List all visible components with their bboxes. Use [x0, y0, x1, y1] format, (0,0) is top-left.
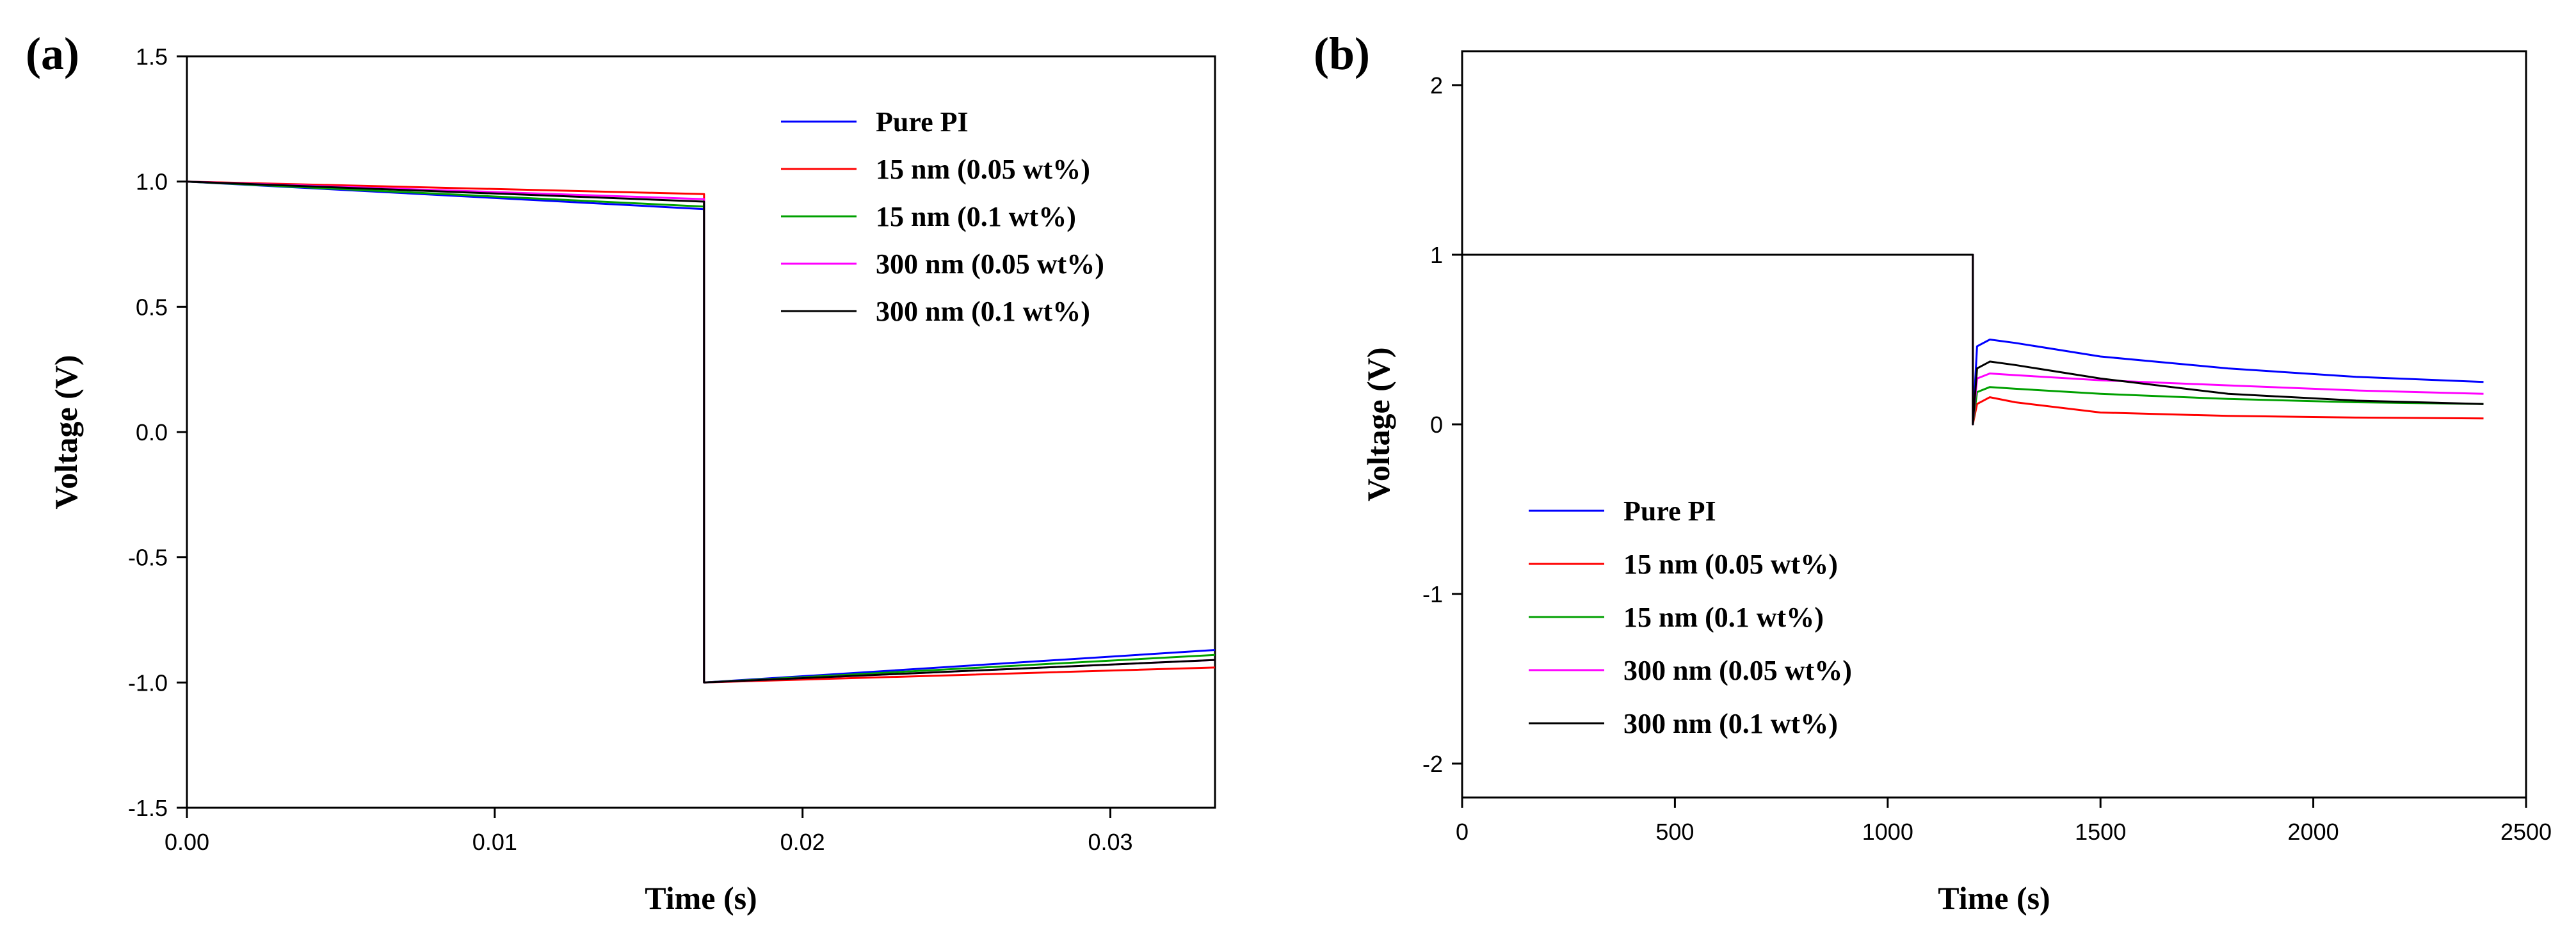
legend: Pure PI 15 nm (0.05 wt%) 15 nm (0.1 wt%) 30…	[781, 106, 1104, 327]
y-tick-label: -1.0	[128, 669, 168, 696]
x-tick-label: 2000	[2288, 819, 2339, 845]
chart-panel-a: (a) 0.00 0.01 0.02 0.03 -1.5 -1.0 -0.5 0.0 0.5 1.0…	[26, 28, 1216, 916]
y-tick-label: 1.5	[136, 44, 168, 70]
legend-label: 300 nm (0.05 wt%)	[876, 248, 1104, 280]
x-axis-title: Time (s)	[1938, 880, 2050, 916]
legend-label: 300 nm (0.05 wt%)	[1623, 655, 1852, 686]
y-tick-label: -1.5	[128, 795, 168, 821]
y-tick-label: -0.5	[128, 545, 168, 571]
x-axis-title: Time (s)	[645, 880, 757, 916]
legend-label: 300 nm (0.1 wt%)	[1623, 708, 1838, 739]
y-tick-label: 2	[1430, 72, 1443, 99]
x-tick-label: 1500	[2075, 819, 2126, 845]
x-tick-label: 0	[1456, 819, 1469, 845]
x-tick-label: 1000	[1862, 819, 1913, 845]
panel-label: (b)	[1314, 28, 1370, 79]
y-tick-label: 0.0	[136, 419, 168, 445]
legend-label: 300 nm (0.1 wt%)	[876, 296, 1090, 327]
y-axis-title: Voltage (V)	[48, 355, 84, 509]
x-tick-label: 2500	[2500, 819, 2552, 845]
legend-label: Pure PI	[876, 106, 969, 138]
plot-frame	[1461, 50, 2527, 799]
legend-label: 15 nm (0.1 wt%)	[876, 201, 1076, 232]
y-tick-label: 0.5	[136, 294, 168, 320]
y-tick-label: -1	[1422, 581, 1443, 607]
legend-label: 15 nm (0.05 wt%)	[1623, 549, 1838, 580]
x-tick-label: 0.01	[472, 829, 517, 855]
legend: Pure PI 15 nm (0.05 wt%) 15 nm (0.1 wt%) 30…	[1529, 495, 1852, 739]
y-tick-label: 1	[1430, 242, 1443, 268]
x-tick-label: 500	[1655, 819, 1694, 845]
legend-label: Pure PI	[1623, 495, 1716, 527]
y-tick-label: -2	[1422, 751, 1443, 777]
legend-label: 15 nm (0.1 wt%)	[1623, 602, 1824, 633]
x-tick-label: 0.03	[1088, 829, 1132, 855]
series-line-5	[1462, 253, 2484, 426]
legend-label: 15 nm (0.05 wt%)	[876, 154, 1090, 185]
x-tick-label: 0.02	[780, 829, 825, 855]
panel-label: (a)	[26, 28, 79, 79]
y-tick-label: 1.0	[136, 169, 168, 195]
x-tick-label: 0.00	[165, 829, 209, 855]
y-tick-label: 0	[1430, 412, 1443, 438]
y-axis-title: Voltage (V)	[1360, 347, 1396, 501]
chart-panel-b: (b) 0 500 1000 1500 2000 2500 -2 -1 0 1 2 Time (s) Vo…	[1314, 28, 2552, 916]
series-line-5	[186, 180, 1216, 684]
